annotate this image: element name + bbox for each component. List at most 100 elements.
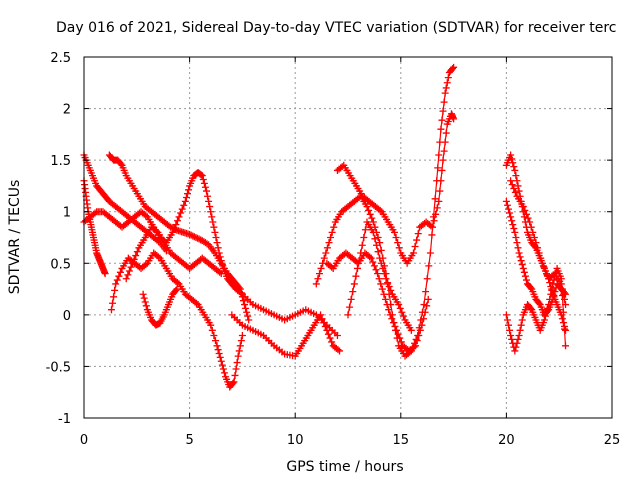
- data-point: [127, 263, 135, 271]
- data-point: [559, 308, 567, 316]
- data-point: [205, 197, 213, 205]
- data-point: [101, 270, 109, 278]
- data-point: [510, 185, 518, 193]
- y-tick-label: 1: [63, 206, 71, 221]
- data-point: [198, 172, 206, 180]
- data-point: [443, 79, 451, 87]
- data-point: [511, 188, 519, 196]
- data-point: [540, 263, 548, 271]
- data-point: [171, 226, 179, 234]
- data-point: [318, 315, 326, 323]
- data-point: [440, 147, 448, 155]
- data-point: [110, 293, 118, 301]
- data-point: [545, 301, 553, 309]
- data-point: [413, 337, 421, 345]
- data-point: [173, 279, 181, 287]
- data-point: [199, 175, 207, 183]
- data-point: [355, 257, 363, 265]
- data-point: [380, 290, 388, 298]
- data-point: [197, 171, 205, 179]
- data-point: [416, 326, 424, 334]
- data-point: [502, 311, 510, 319]
- data-point: [194, 234, 202, 242]
- data-point: [376, 206, 384, 214]
- data-point: [414, 230, 422, 238]
- x-tick-label: 25: [604, 433, 621, 448]
- data-point: [507, 151, 515, 159]
- data-point: [547, 290, 555, 298]
- data-point: [122, 275, 130, 283]
- data-point: [234, 352, 242, 360]
- data-point: [312, 280, 320, 288]
- data-point: [516, 253, 524, 261]
- data-point: [527, 304, 535, 312]
- data-point: [107, 306, 115, 314]
- x-tick-label: 10: [287, 433, 304, 448]
- data-point: [428, 231, 436, 239]
- data-point: [321, 322, 329, 330]
- series-trace: [108, 154, 250, 321]
- data-point: [333, 331, 341, 339]
- data-point: [444, 74, 452, 82]
- data-point: [510, 224, 518, 232]
- data-point: [132, 252, 140, 260]
- data-point: [241, 301, 249, 309]
- data-point: [130, 255, 138, 263]
- data-point: [219, 365, 227, 373]
- data-point: [393, 326, 401, 334]
- data-point: [177, 209, 185, 217]
- data-point: [418, 321, 426, 329]
- data-point: [347, 295, 355, 303]
- data-point: [366, 253, 374, 261]
- chart-title: Day 016 of 2021, Sidereal Day-to-day VTE…: [56, 20, 616, 36]
- data-point: [385, 282, 393, 290]
- data-point: [201, 183, 209, 191]
- y-tick-label: -1: [58, 412, 71, 427]
- data-point: [368, 214, 376, 222]
- data-point: [558, 292, 566, 300]
- data-point: [513, 239, 521, 247]
- data-point: [232, 365, 240, 373]
- data-point: [178, 205, 186, 213]
- data-point: [537, 254, 545, 262]
- data-point: [192, 234, 200, 241]
- data-point: [317, 264, 325, 272]
- data-layer: [80, 63, 570, 391]
- data-point: [433, 204, 441, 212]
- data-point: [213, 342, 221, 350]
- data-point: [379, 264, 387, 272]
- data-point: [562, 301, 570, 309]
- data-point: [377, 246, 385, 254]
- data-point: [529, 228, 537, 236]
- data-point: [133, 248, 141, 256]
- data-point: [367, 254, 375, 262]
- data-point: [508, 335, 516, 343]
- data-point: [245, 316, 253, 324]
- data-point: [534, 244, 542, 252]
- data-point: [425, 262, 433, 270]
- data-point: [211, 228, 219, 236]
- series-arc-4: [105, 151, 253, 324]
- data-point: [511, 228, 519, 236]
- data-point: [527, 223, 535, 231]
- data-point: [558, 285, 566, 293]
- data-point: [399, 312, 407, 320]
- x-tick-label: 5: [185, 433, 193, 448]
- series-arc-6: [122, 223, 225, 283]
- data-point: [450, 115, 458, 123]
- data-point: [509, 159, 517, 167]
- data-point: [207, 321, 215, 329]
- data-point: [139, 290, 147, 298]
- data-point: [386, 311, 394, 319]
- data-point: [512, 234, 520, 241]
- data-point: [204, 192, 212, 200]
- data-point: [112, 280, 120, 288]
- data-point: [183, 190, 191, 198]
- data-point: [427, 222, 435, 230]
- data-point: [562, 326, 570, 334]
- x-tick-label: 20: [498, 433, 515, 448]
- x-tick-label: 0: [80, 433, 88, 448]
- data-point: [380, 270, 388, 278]
- data-point: [538, 259, 546, 267]
- data-point: [220, 369, 228, 377]
